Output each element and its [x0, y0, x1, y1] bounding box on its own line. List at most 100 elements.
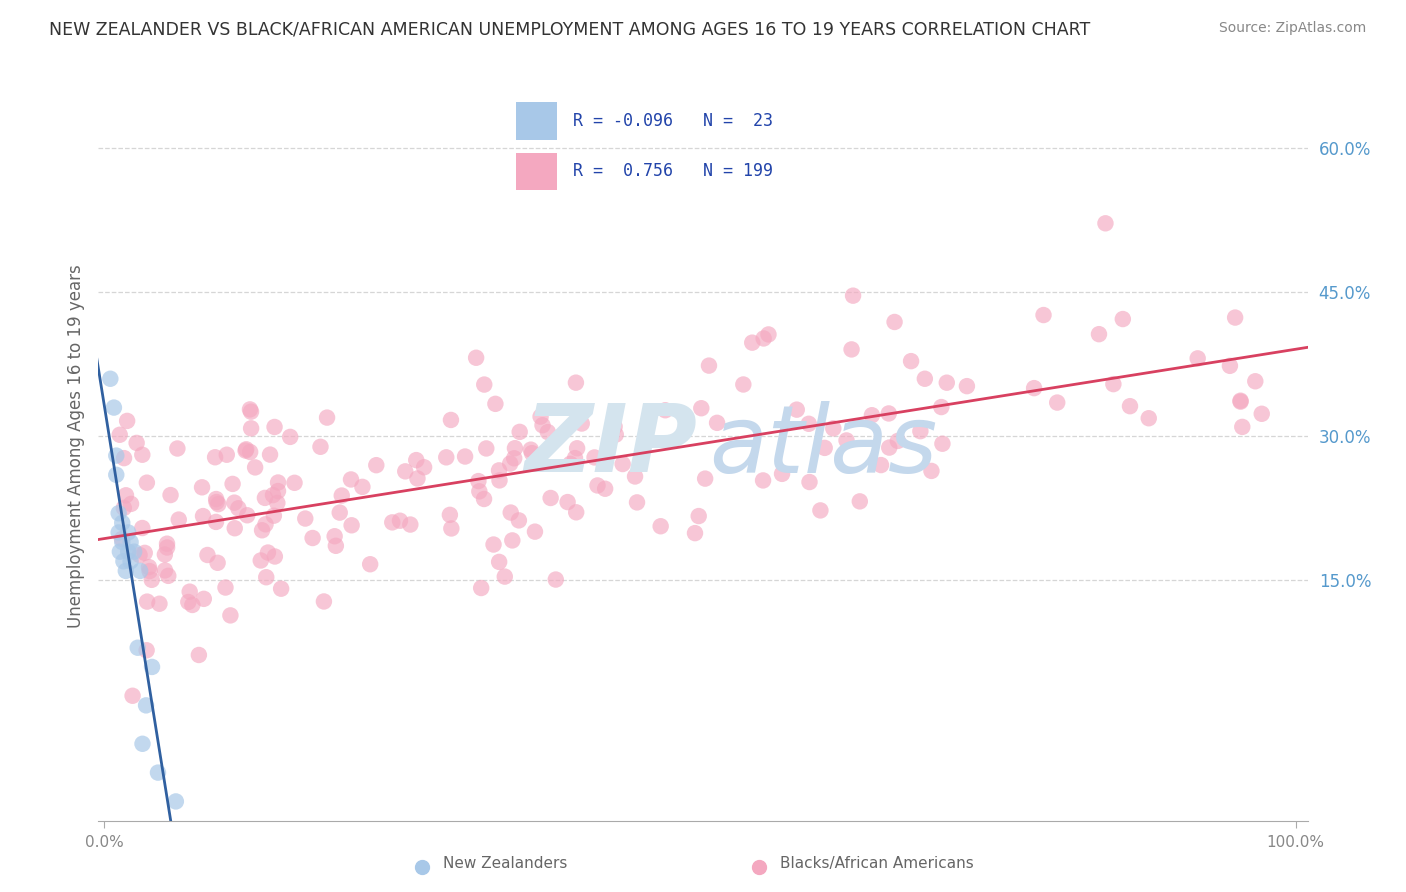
Point	[221, 477, 243, 491]
Point	[835, 434, 858, 448]
Point	[121, 689, 143, 703]
Point	[565, 376, 588, 390]
Point	[136, 594, 159, 608]
Point	[544, 573, 567, 587]
Point	[207, 497, 229, 511]
Point	[1232, 420, 1254, 434]
Point	[135, 643, 157, 657]
Point	[1094, 216, 1116, 230]
Point	[499, 457, 522, 471]
Point	[440, 413, 463, 427]
Point	[523, 524, 546, 539]
Point	[236, 508, 259, 523]
Point	[153, 563, 176, 577]
Point	[330, 489, 353, 503]
Point	[283, 475, 305, 490]
Point	[120, 497, 142, 511]
Point	[388, 514, 411, 528]
Point	[910, 424, 932, 438]
Point	[219, 608, 242, 623]
Point	[254, 517, 277, 532]
Point	[758, 327, 780, 342]
Point	[488, 474, 510, 488]
Point	[270, 582, 292, 596]
Point	[108, 544, 131, 558]
Point	[253, 491, 276, 505]
Point	[914, 372, 936, 386]
Point	[117, 525, 139, 540]
Point	[531, 418, 554, 433]
Point	[165, 794, 187, 808]
Point	[602, 416, 624, 430]
Point	[294, 511, 316, 525]
Point	[624, 469, 647, 483]
Point	[267, 475, 290, 490]
Point	[141, 573, 163, 587]
Point	[931, 400, 953, 414]
Point	[215, 448, 238, 462]
Point	[482, 537, 505, 551]
Point	[166, 442, 188, 456]
Point	[799, 475, 821, 489]
Point	[148, 597, 170, 611]
Point	[1244, 374, 1267, 388]
Point	[1229, 394, 1251, 409]
Point	[316, 410, 339, 425]
Point	[697, 359, 720, 373]
Point	[605, 427, 627, 442]
Point	[860, 408, 883, 422]
Point	[741, 335, 763, 350]
Point	[1022, 381, 1045, 395]
Point	[887, 434, 910, 448]
Point	[814, 441, 837, 455]
Text: New Zealanders: New Zealanders	[443, 855, 567, 871]
Point	[250, 523, 273, 537]
Point	[1187, 351, 1209, 366]
Point	[920, 464, 942, 478]
Point	[117, 544, 139, 558]
Point	[883, 315, 905, 329]
Point	[706, 416, 728, 430]
Text: Blacks/African Americans: Blacks/African Americans	[780, 855, 974, 871]
Point	[484, 397, 506, 411]
Point	[111, 535, 134, 549]
Point	[413, 460, 436, 475]
Point	[111, 532, 134, 546]
Point	[266, 496, 288, 510]
Point	[956, 379, 979, 393]
Point	[786, 402, 808, 417]
Point	[204, 450, 226, 465]
Point	[128, 548, 150, 562]
Point	[870, 458, 893, 472]
Point	[115, 488, 138, 502]
Point	[107, 525, 129, 540]
Point	[278, 430, 301, 444]
Point	[127, 640, 149, 655]
Point	[323, 529, 346, 543]
Point	[309, 440, 332, 454]
Point	[263, 508, 285, 523]
Point	[352, 480, 374, 494]
Point	[571, 417, 593, 431]
Point	[468, 484, 491, 499]
Point	[153, 548, 176, 562]
Point	[240, 404, 263, 418]
Point	[501, 533, 523, 548]
Point	[257, 545, 280, 559]
Point	[131, 521, 153, 535]
Point	[877, 407, 900, 421]
Point	[125, 436, 148, 450]
Point	[557, 495, 579, 509]
Point	[131, 448, 153, 462]
Point	[105, 467, 128, 482]
Point	[842, 288, 865, 302]
Point	[841, 343, 863, 357]
Point	[508, 513, 530, 527]
Point	[405, 453, 427, 467]
Point	[122, 544, 145, 558]
Text: NEW ZEALANDER VS BLACK/AFRICAN AMERICAN UNEMPLOYMENT AMONG AGES 16 TO 19 YEARS C: NEW ZEALANDER VS BLACK/AFRICAN AMERICAN …	[49, 21, 1091, 38]
Point	[381, 516, 404, 530]
Point	[157, 569, 180, 583]
Point	[797, 417, 820, 431]
Point	[114, 564, 136, 578]
